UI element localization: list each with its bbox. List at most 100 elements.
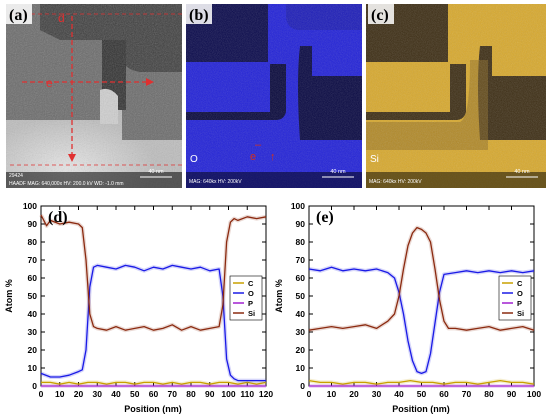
chart-e-xtick-label: 60 [439,389,449,399]
chart-e-legend-label-Si: Si [517,309,524,318]
haadf-scale-label: 40 nm [148,169,164,175]
chart-e-series [308,225,535,388]
chart-e-xtick-label: 50 [417,389,427,399]
o-map-marker-1: ‒ [255,139,262,151]
chart-d-xtick-label: 80 [186,389,196,399]
panel-c-label: (c) [371,7,389,24]
chart-e-ytick-label: 40 [296,309,306,319]
chart-d-series-O-line [40,264,266,382]
o-map-info-bar [186,172,362,188]
profile-line-d-arrow [68,154,76,162]
chart-d-ytick-label: 40 [28,309,38,319]
panel-b-o-map: O ‒ e ↑ MAG: 640kx HV: 200kV 40 nm [186,4,362,188]
chart-d-ytick-label: 70 [28,255,38,265]
chart-d-xtick-label: 100 [221,389,235,399]
chart-e-xtick-label: 0 [307,389,312,399]
profile-line-d-label: d [58,11,65,25]
chart-e-panel-label: (e) [316,209,334,226]
chart-e-series-Si-line [308,226,535,331]
chart-d-xtick-label: 20 [74,389,84,399]
chart-e-ytick-label: 70 [296,255,306,265]
chart-e-legend-label-O: O [517,289,523,298]
chart-e-xlabel: Position (nm) [392,404,450,414]
si-map-caption: MAG: 640kx HV: 200kV [369,179,422,185]
chart-d-legend-label-Si: Si [248,309,255,318]
profile-line-e-arrow [146,78,154,86]
chart-e-ytick-label: 60 [296,273,306,283]
o-map-noise [186,4,362,188]
chart-d-xtick-label: 70 [168,389,178,399]
chart-d-ylabel: Atom % [4,279,14,313]
chart-e-ytick-label: 50 [296,291,306,301]
chart-d-xlabel: Position (nm) [124,404,182,414]
chart-d-ytick-label: 10 [28,363,38,373]
chart-d-xtick-label: 60 [149,389,159,399]
si-map-info-bar [366,172,546,188]
si-map-element-label: Si [370,154,379,165]
chart-e-ylabel: Atom % [274,279,284,313]
chart-e-series-O-line [308,266,535,375]
chart-d-ytick-label: 80 [28,237,38,247]
chart-d-plot-area [40,205,267,387]
chart-e-ytick-label: 90 [296,219,306,229]
chart-e-ytick-label: 10 [296,363,306,373]
haadf-caption: HAADF MAG: 640,000x HV: 200.0 kV WD: -1.… [9,181,124,187]
chart-e-ytick-label: 80 [296,237,306,247]
panel-a-label-bg [6,4,32,24]
chart-d-xtick-label: 40 [111,389,121,399]
chart-d: 0 10 20 30 40 50 60 70 80 90 100 110 120 0 10 20 30 40 50 6… [4,201,273,414]
si-map-scale-label: 40 nm [514,169,530,175]
chart-e-ytick-label: 30 [296,327,306,337]
chart-e-xtick-label: 20 [349,389,359,399]
chart-d-xtick-label: 120 [259,389,273,399]
si-map-noise [366,4,546,188]
chart-d-xtick-label: 90 [205,389,215,399]
chart-d-series-Si-line [40,214,267,331]
chart-d-ytick-label: 20 [28,345,38,355]
chart-e-series-C-line [308,379,535,385]
chart-d-legend-label-C: C [248,279,254,288]
chart-e-xtick-label: 100 [527,389,541,399]
chart-d-ytick-label: 50 [28,291,38,301]
chart-e-xtick-label: 90 [507,389,517,399]
panel-a-label: (a) [9,7,28,24]
chart-e-xtick-label: 70 [462,389,472,399]
o-map-marker-2: e [250,151,256,163]
chart-e-xtick-label: 10 [327,389,337,399]
chart-d-xtick-label: 30 [93,389,103,399]
chart-d-xtick-label: 10 [55,389,65,399]
chart-e-xtick-label: 40 [394,389,404,399]
o-map-caption: MAG: 640kx HV: 200kV [189,179,242,185]
chart-e-legend-label-P: P [517,299,522,308]
o-map-marker-3: ↑ [270,151,276,163]
chart-d-series-C-line [41,381,267,385]
chart-d-ytick-label: 90 [28,219,38,229]
chart-d-ytick-label: 60 [28,273,38,283]
o-map-scale-label: 40 nm [330,169,346,175]
panel-c-label-bg [368,4,394,24]
chart-d-ytick-label: 0 [32,381,37,391]
chart-d-xtick-label: 50 [130,389,140,399]
chart-d-legend-label-O: O [248,289,254,298]
chart-d-panel-label: (d) [48,209,68,226]
panel-b-label-bg [186,4,212,24]
chart-d-xtick-label: 110 [240,389,254,399]
chart-e-ytick-label: 20 [296,345,306,355]
chart-d-ticks: 0 10 20 30 40 50 60 70 80 90 100 110 120 0 10 20 30 40 50 6… [23,201,274,399]
chart-e: 0 10 20 30 40 50 60 70 80 90 100 0 10 20 30 40 50 60 70 80 9… [274,201,541,414]
chart-e-legend-label-C: C [517,279,523,288]
haadf-id-text: 29424 [9,173,23,179]
chart-d-ytick-label: 30 [28,327,38,337]
haadf-info-bar [6,172,182,188]
chart-d-legend-label-P: P [248,299,253,308]
chart-e-xtick-label: 80 [484,389,494,399]
panel-b-label: (b) [189,7,209,24]
panel-c-si-map: Si MAG: 640kx HV: 200kV 40 nm [366,4,546,188]
chart-d-ytick-label: 100 [23,201,37,211]
panel-a-haadf-image: d e 29424 HAADF MAG: 640,000x HV: 200.0 … [6,4,182,188]
chart-d-series [39,214,267,388]
o-map-element-label: O [190,154,198,165]
